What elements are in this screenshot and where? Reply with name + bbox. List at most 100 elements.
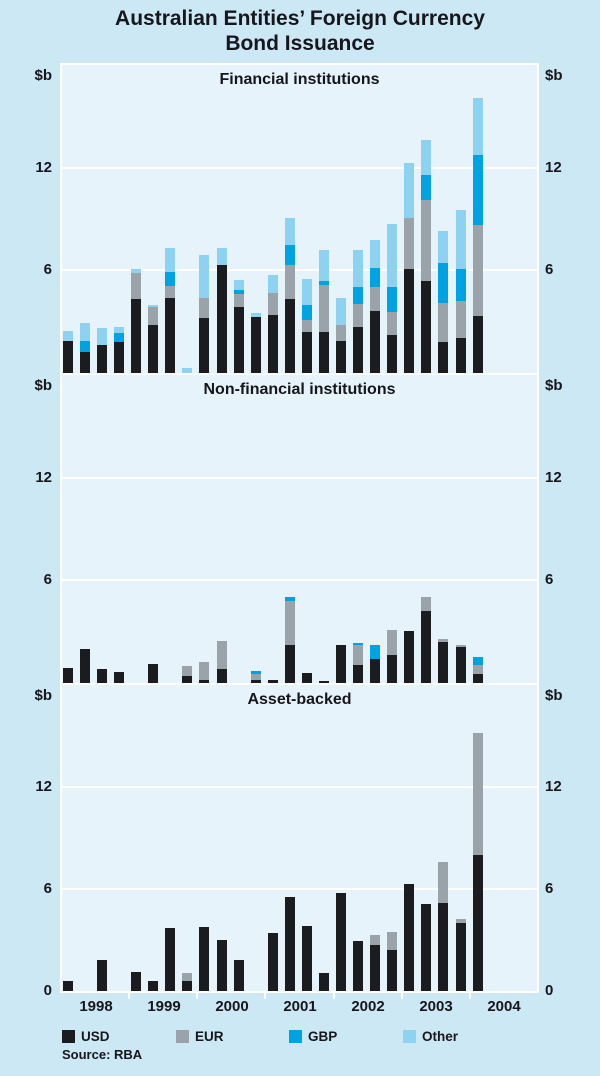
bar-segment-other bbox=[79, 323, 90, 341]
bar-segment-eur bbox=[318, 284, 329, 332]
y-tick-0: 0 bbox=[545, 982, 554, 999]
gridline-12 bbox=[62, 166, 537, 169]
bar-segment-gbp bbox=[165, 272, 176, 286]
bar-segment-eur bbox=[199, 662, 210, 681]
bar-segment-eur bbox=[387, 629, 398, 655]
bar-segment-gbp bbox=[114, 332, 125, 343]
bar-segment-usd bbox=[301, 672, 312, 683]
bar-segment-other bbox=[114, 326, 125, 333]
panel-title: Non-financial institutions bbox=[203, 381, 396, 398]
bar-segment-usd bbox=[438, 641, 449, 683]
bar-segment-usd bbox=[199, 318, 210, 373]
bar-segment-usd bbox=[216, 940, 227, 991]
bar-segment-other bbox=[233, 279, 244, 291]
bar-segment-usd bbox=[284, 896, 295, 991]
bar-segment-usd bbox=[114, 342, 125, 373]
chart-title-line1: Australian Entities’ Foreign Currency bbox=[115, 7, 485, 30]
legend-label: USD bbox=[81, 1029, 110, 1044]
bar-segment-other bbox=[370, 239, 381, 268]
bar-segment-gbp bbox=[370, 267, 381, 287]
legend-swatch-other bbox=[403, 1030, 416, 1043]
bar-segment-other bbox=[438, 231, 449, 263]
bar-segment-usd bbox=[387, 654, 398, 683]
bar-segment-usd bbox=[62, 980, 73, 991]
bar-segment-gbp bbox=[79, 340, 90, 353]
bar-segment-other bbox=[301, 278, 312, 305]
bar-segment-eur bbox=[165, 285, 176, 298]
bar-segment-usd bbox=[404, 630, 415, 683]
bar-segment-usd bbox=[472, 674, 483, 683]
bar-segment-usd bbox=[79, 648, 90, 683]
bar-segment-gbp bbox=[284, 244, 295, 266]
bar-segment-eur bbox=[233, 294, 244, 308]
bar-segment-usd bbox=[353, 940, 364, 991]
bar-segment-usd bbox=[199, 927, 210, 991]
bar-segment-gbp bbox=[353, 286, 364, 304]
bar-segment-usd bbox=[114, 671, 125, 683]
y-tick-6: 6 bbox=[43, 261, 52, 279]
bar-segment-eur bbox=[455, 918, 466, 923]
bar-segment-other bbox=[199, 254, 210, 298]
bar-segment-usd bbox=[336, 644, 347, 683]
bar-segment-eur bbox=[387, 931, 398, 951]
bar-segment-gbp bbox=[387, 286, 398, 313]
plot-border-left bbox=[60, 63, 62, 993]
bar-segment-usd bbox=[216, 265, 227, 373]
year-tick bbox=[469, 993, 471, 999]
bar-segment-other bbox=[131, 269, 142, 273]
bar-segment-usd bbox=[97, 959, 108, 991]
bar-segment-eur bbox=[370, 934, 381, 946]
bar-segment-usd bbox=[131, 972, 142, 991]
bar-segment-usd bbox=[336, 893, 347, 991]
bar-segment-usd bbox=[421, 281, 432, 373]
bar-segment-usd bbox=[387, 335, 398, 373]
bar-segment-other bbox=[62, 331, 73, 341]
plot-border-top bbox=[60, 63, 539, 65]
legend-swatch-usd bbox=[62, 1030, 75, 1043]
x-tick-label-1999: 1999 bbox=[147, 998, 181, 1015]
x-axis-line bbox=[60, 991, 539, 993]
chart-title: Australian Entities’ Foreign Currency Bo… bbox=[0, 6, 600, 56]
bar-segment-eur bbox=[301, 319, 312, 332]
bar-segment-usd bbox=[182, 980, 193, 991]
bar-segment-usd bbox=[199, 680, 210, 683]
bar-segment-usd bbox=[455, 647, 466, 683]
bar-segment-eur bbox=[370, 286, 381, 312]
source-note: Source: RBA bbox=[62, 1047, 143, 1062]
bar-segment-other bbox=[216, 248, 227, 266]
bar-segment-usd bbox=[165, 297, 176, 373]
bar-segment-eur bbox=[353, 303, 364, 327]
y-tick-12: 12 bbox=[545, 778, 562, 795]
bar-segment-usd bbox=[148, 980, 159, 991]
bar-segment-eur bbox=[216, 641, 227, 670]
bar-segment-usd bbox=[318, 331, 329, 373]
panel-financial-institutions: Financial institutions bbox=[62, 65, 537, 373]
bar-segment-usd bbox=[148, 664, 159, 683]
bar-segment-eur bbox=[472, 665, 483, 675]
legend-swatch-gbp bbox=[289, 1030, 302, 1043]
panel-non-financial-institutions: Non-financial institutions bbox=[62, 375, 537, 683]
bar-segment-usd bbox=[182, 676, 193, 683]
bar-segment-usd bbox=[250, 680, 261, 683]
bar-segment-other bbox=[472, 97, 483, 155]
gridline-12 bbox=[62, 476, 537, 479]
bar-segment-eur bbox=[455, 644, 466, 648]
bar-segment-gbp bbox=[284, 596, 295, 601]
y-tick-12: 12 bbox=[35, 158, 52, 176]
y-axis-unit-label: $b bbox=[545, 687, 563, 704]
bar-segment-usd bbox=[404, 883, 415, 991]
bar-segment-eur bbox=[199, 297, 210, 319]
y-tick-6: 6 bbox=[43, 880, 52, 897]
bar-segment-other bbox=[165, 248, 176, 273]
bar-segment-other bbox=[387, 224, 398, 287]
bar-segment-eur bbox=[131, 272, 142, 300]
bar-segment-eur bbox=[284, 265, 295, 300]
year-tick bbox=[333, 993, 335, 999]
bar-segment-usd bbox=[455, 337, 466, 373]
bar-segment-gbp bbox=[421, 175, 432, 201]
panel-separator-2 bbox=[60, 683, 539, 685]
bar-segment-usd bbox=[370, 945, 381, 991]
legend-swatch-eur bbox=[176, 1030, 189, 1043]
bar-segment-other bbox=[318, 249, 329, 281]
bar-segment-usd bbox=[353, 665, 364, 683]
